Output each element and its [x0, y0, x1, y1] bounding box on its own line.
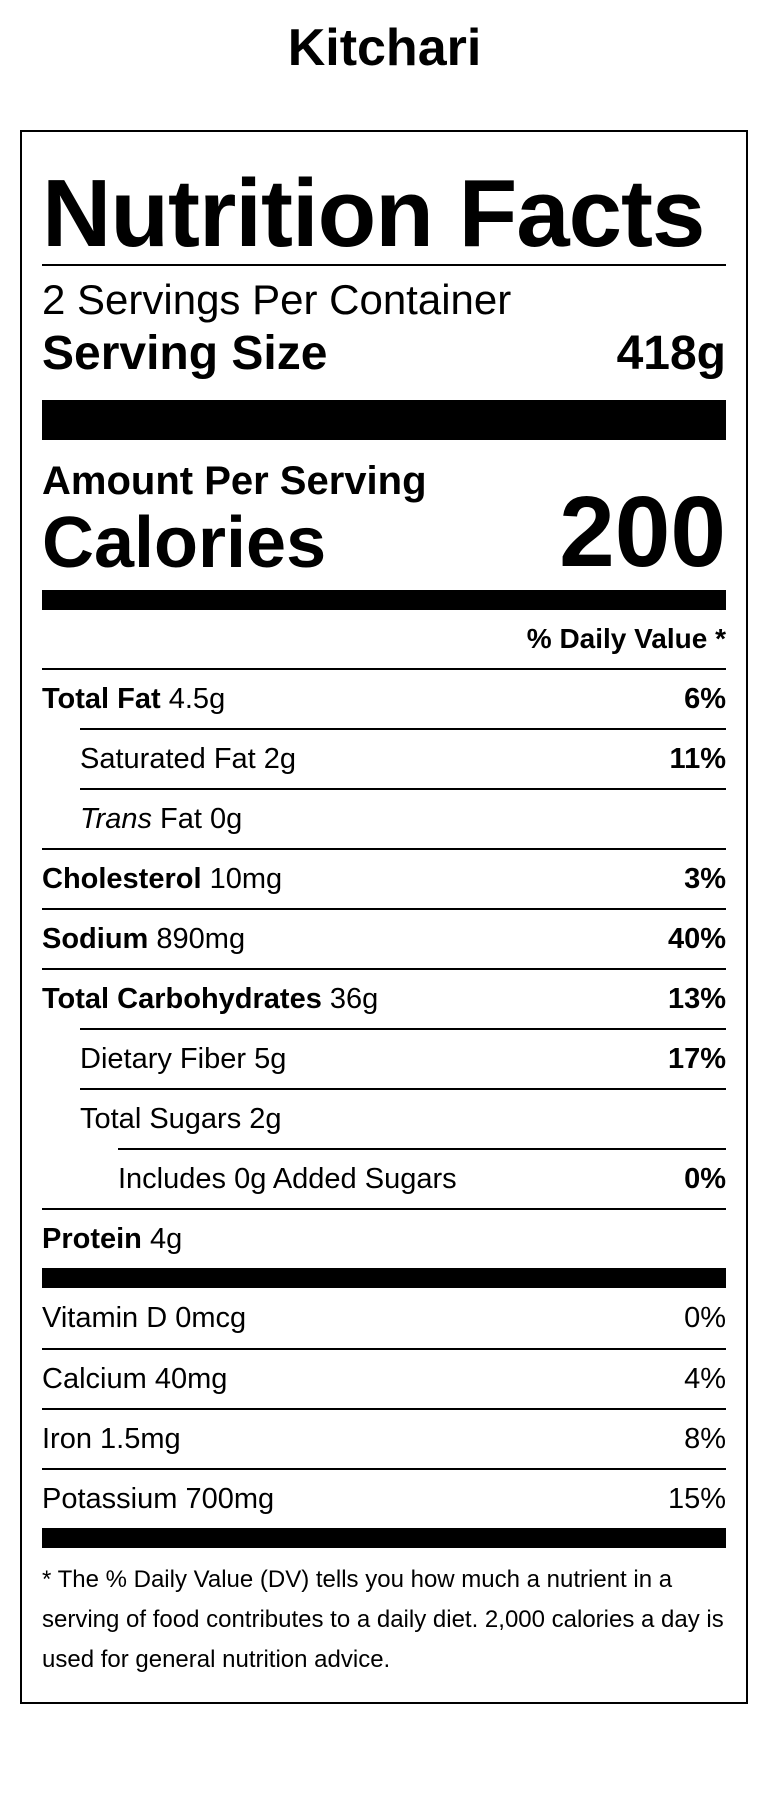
- nutrient-row-trans-fat: Trans Fat 0g: [80, 788, 726, 848]
- nutrient-name: Includes 0g Added Sugars: [118, 1162, 457, 1195]
- vitamin-dv: 4%: [684, 1362, 726, 1395]
- label-content: Nutrition Facts 2 Servings Per Container…: [42, 132, 726, 1680]
- servings-per-container: 2 Servings Per Container: [42, 276, 512, 323]
- vitamin-row-calcium: Calcium 40mg 4%: [42, 1348, 726, 1408]
- vitamin-dv: 15%: [667, 1482, 726, 1515]
- nutrient-row-dietary-fiber: Dietary Fiber 5g 17%: [80, 1028, 726, 1088]
- nutrient-row-added-sugars: Includes 0g Added Sugars 0%: [118, 1148, 726, 1208]
- nutrient-row-total-fat: Total Fat 4.5g 6%: [42, 668, 726, 728]
- thick-divider: [42, 590, 726, 610]
- nutrient-row-sodium: Sodium 890mg 40%: [42, 908, 726, 968]
- nutrient-dv: 6%: [684, 682, 726, 715]
- vitamin-dv: 8%: [684, 1422, 726, 1455]
- daily-value-footnote: * The % Daily Value (DV) tells you how m…: [42, 1566, 724, 1673]
- nutrient-name: Cholesterol 10mg: [42, 862, 283, 895]
- vitamin-row-iron: Iron 1.5mg 8%: [42, 1408, 726, 1468]
- nutrient-name: Total Carbohydrates 36g: [42, 982, 379, 1015]
- nutrient-name: Total Fat 4.5g: [42, 682, 226, 715]
- nutrition-facts-label: Nutrition Facts 2 Servings Per Container…: [20, 130, 748, 1704]
- vitamin-dv: 0%: [684, 1301, 726, 1334]
- calories-value: 200: [559, 476, 726, 588]
- nutrient-name: Saturated Fat 2g: [80, 742, 297, 775]
- nutrient-row-saturated-fat: Saturated Fat 2g 11%: [80, 728, 726, 788]
- product-title: Kitchari: [287, 19, 482, 77]
- nutrient-dv: 40%: [667, 922, 726, 955]
- vitamin-row-vitamin-d: Vitamin D 0mcg 0%: [42, 1288, 726, 1348]
- nutrient-row-total-sugars: Total Sugars 2g: [80, 1088, 726, 1148]
- calories-block: Amount Per Serving Calories 200: [42, 450, 726, 582]
- amount-per-serving: Amount Per Serving: [42, 459, 427, 503]
- thick-divider: [42, 400, 726, 440]
- vitamin-name: Calcium 40mg: [42, 1362, 228, 1395]
- nutrient-row-cholesterol: Cholesterol 10mg 3%: [42, 848, 726, 908]
- divider: [42, 264, 726, 266]
- nutrient-dv: 3%: [684, 862, 726, 895]
- nutrient-row-protein: Protein 4g: [42, 1208, 726, 1268]
- calories-label: Calories: [42, 503, 327, 583]
- thick-divider: [42, 1528, 726, 1548]
- nutrient-name: Trans Fat 0g: [80, 802, 243, 835]
- nutrient-dv: 13%: [667, 982, 726, 1015]
- nutrient-dv: 0%: [684, 1162, 726, 1195]
- serving-size-label: Serving Size: [42, 327, 328, 380]
- nutrient-name: Protein 4g: [42, 1222, 183, 1255]
- calories-left: Amount Per Serving Calories: [42, 458, 427, 582]
- nutrition-facts-title: Nutrition Facts: [42, 160, 705, 267]
- vitamin-row-potassium: Potassium 700mg 15%: [42, 1468, 726, 1528]
- nutrient-dv: 17%: [667, 1042, 726, 1075]
- vitamin-name: Potassium 700mg: [42, 1482, 275, 1515]
- thick-divider: [42, 1268, 726, 1288]
- nutrient-name: Total Sugars 2g: [80, 1102, 282, 1135]
- serving-size-row: Serving Size 418g: [42, 326, 726, 382]
- vitamin-name: Vitamin D 0mcg: [42, 1301, 247, 1334]
- vitamin-name: Iron 1.5mg: [42, 1422, 181, 1455]
- nutrient-row-total-carbohydrates: Total Carbohydrates 36g 13%: [42, 968, 726, 1028]
- nutrient-dv: 11%: [669, 742, 726, 775]
- serving-size-value: 418g: [616, 327, 726, 380]
- daily-value-header: % Daily Value *: [526, 623, 726, 654]
- nutrient-name: Dietary Fiber 5g: [80, 1042, 287, 1075]
- nutrient-name: Sodium 890mg: [42, 922, 246, 955]
